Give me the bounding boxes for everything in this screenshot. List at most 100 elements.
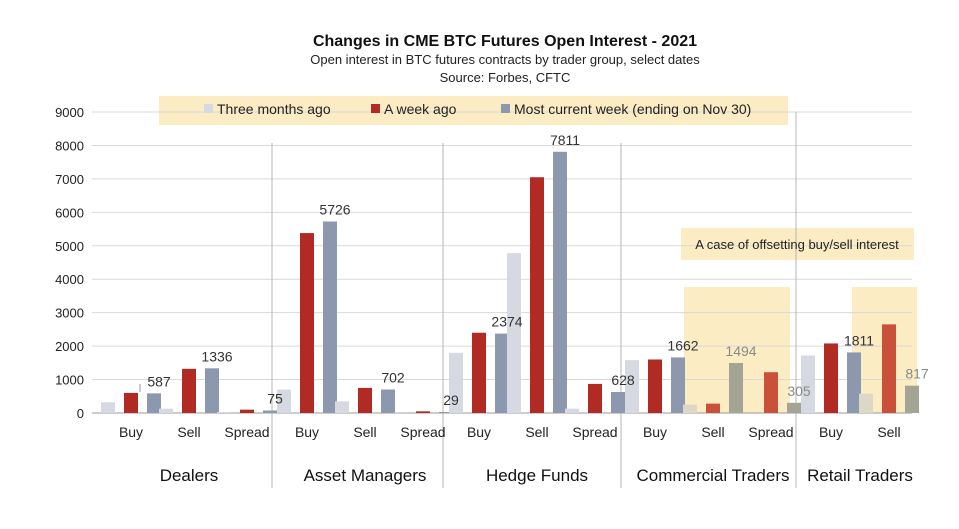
bar-dealers-sell-s0 (159, 408, 173, 413)
group-label: Hedge Funds (486, 466, 588, 485)
bar-retail-traders-sell-s1 (882, 324, 896, 413)
legend-label: A week ago (384, 101, 457, 117)
y-tick-label: 9000 (55, 105, 84, 120)
bar-commercial-traders-buy-s1 (648, 359, 662, 413)
bar-dealers-sell-s2 (205, 368, 219, 413)
chart-source: Source: Forbes, CFTC (440, 70, 571, 85)
x-tick-label: Sell (525, 424, 548, 440)
bar-hedge-funds-sell-s1 (530, 177, 544, 413)
bar-commercial-traders-buy-s0 (625, 360, 639, 413)
x-tick-label: Spread (748, 424, 793, 440)
data-label: 628 (611, 372, 635, 388)
y-tick-label: 0 (77, 406, 84, 421)
bar-hedge-funds-sell-s0 (507, 253, 521, 413)
x-tick-label: Spread (224, 424, 269, 440)
bar-dealers-buy-s1 (124, 392, 138, 413)
annotation-box (681, 228, 914, 260)
x-tick-label: Sell (177, 424, 200, 440)
bar-asset-managers-buy-s2 (323, 221, 337, 413)
data-label: 5726 (319, 201, 350, 217)
x-tick-label: Buy (819, 424, 843, 440)
data-label: 75 (267, 390, 283, 406)
bar-commercial-traders-spread-s2 (787, 402, 801, 413)
x-tick-label: Buy (467, 424, 491, 440)
highlight-layer (159, 96, 917, 413)
bar-hedge-funds-sell-s2 (553, 151, 567, 413)
bars (101, 151, 919, 413)
group-label: Retail Traders (807, 466, 913, 485)
bar-hedge-funds-buy-s2 (495, 333, 509, 413)
legend-swatch (371, 104, 380, 113)
bar-dealers-spread-s0 (217, 411, 231, 413)
x-tick-label: Buy (643, 424, 667, 440)
x-tick-label: Sell (877, 424, 900, 440)
bar-asset-managers-sell-s0 (335, 401, 349, 413)
legend-label: Most current week (ending on Nov 30) (514, 101, 751, 117)
bar-asset-managers-sell-s1 (358, 387, 372, 413)
y-tick-label: 2000 (55, 339, 84, 354)
data-label: 817 (905, 366, 929, 382)
legend-label: Three months ago (217, 101, 331, 117)
y-tick-label: 6000 (55, 205, 84, 220)
bar-commercial-traders-spread-s1 (764, 372, 778, 413)
y-tick-label: 8000 (55, 138, 84, 153)
bar-asset-managers-spread-s1 (416, 411, 430, 413)
y-tick-label: 7000 (55, 172, 84, 187)
bar-retail-traders-sell-s0 (859, 393, 873, 413)
data-label: 1494 (725, 343, 756, 359)
y-tick-label: 4000 (55, 272, 84, 287)
bar-hedge-funds-spread-s2 (611, 391, 625, 413)
data-label: 1811 (844, 332, 874, 348)
chart-subtitle: Open interest in BTC futures contracts b… (310, 52, 700, 67)
x-tick-label: Spread (400, 424, 445, 440)
bar-asset-managers-buy-s1 (300, 233, 314, 413)
legend-swatch (204, 104, 213, 113)
bar-dealers-spread-s2 (263, 410, 277, 413)
data-label: 1336 (201, 348, 232, 364)
y-tick-label: 1000 (55, 373, 84, 388)
bar-retail-traders-buy-s2 (847, 352, 861, 413)
data-label: 305 (787, 383, 811, 399)
bar-retail-traders-buy-s0 (801, 355, 815, 413)
bar-commercial-traders-buy-s2 (671, 357, 685, 413)
legend: Three months ago A week ago Most current w… (204, 101, 751, 117)
x-tick-label: Sell (353, 424, 376, 440)
group-label: Dealers (160, 466, 219, 485)
data-label: 587 (147, 373, 171, 389)
bar-hedge-funds-buy-s1 (472, 332, 486, 413)
annotation-text: A case of offsetting buy/sell interest (695, 237, 899, 252)
x-tick-label: Buy (119, 424, 143, 440)
x-tick-label: Sell (701, 424, 724, 440)
data-label: 2374 (491, 314, 522, 330)
bar-dealers-buy-s0 (101, 402, 115, 413)
data-label: 7811 (550, 132, 580, 148)
bar-commercial-traders-sell-s0 (683, 404, 697, 413)
data-label: 702 (381, 370, 405, 386)
bar-hedge-funds-spread-s0 (565, 408, 579, 413)
group-label: Commercial Traders (636, 466, 789, 485)
bar-asset-managers-spread-s2 (439, 412, 453, 413)
bar-hedge-funds-buy-s0 (449, 352, 463, 413)
bar-dealers-spread-s1 (240, 409, 254, 413)
bar-commercial-traders-sell-s2 (729, 363, 743, 413)
data-label: 1662 (667, 337, 698, 353)
bar-hedge-funds-spread-s1 (588, 383, 602, 413)
bar-asset-managers-buy-s0 (277, 389, 291, 413)
legend-background (159, 96, 788, 125)
bar-dealers-sell-s1 (182, 368, 196, 413)
x-tick-label: Spread (572, 424, 617, 440)
legend-swatch (501, 104, 510, 113)
labels: 0 1000 2000 3000 4000 5000 6000 7000 8000 9000 587… (55, 105, 929, 485)
data-label: 29 (443, 392, 459, 408)
bar-retail-traders-sell-s2 (905, 385, 919, 413)
bar-dealers-buy-s2 (147, 393, 161, 413)
y-tick-label: 5000 (55, 239, 84, 254)
x-tick-label: Buy (295, 424, 319, 440)
bar-commercial-traders-sell-s1 (706, 403, 720, 413)
bar-asset-managers-sell-s2 (381, 389, 395, 413)
chart-title: Changes in CME BTC Futures Open Interest… (313, 33, 697, 50)
bar-retail-traders-buy-s1 (824, 343, 838, 413)
y-tick-label: 3000 (55, 306, 84, 321)
group-label: Asset Managers (304, 466, 427, 485)
